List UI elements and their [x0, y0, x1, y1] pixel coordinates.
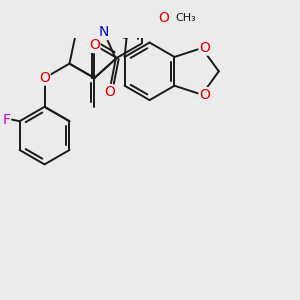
Text: O: O: [39, 71, 50, 85]
Text: CH₃: CH₃: [175, 13, 196, 23]
Text: O: O: [199, 88, 210, 102]
Text: O: O: [89, 38, 100, 52]
Text: F: F: [2, 112, 10, 127]
Text: O: O: [199, 41, 210, 55]
Text: O: O: [104, 85, 115, 99]
Text: O: O: [158, 11, 169, 25]
Text: N: N: [99, 26, 109, 40]
